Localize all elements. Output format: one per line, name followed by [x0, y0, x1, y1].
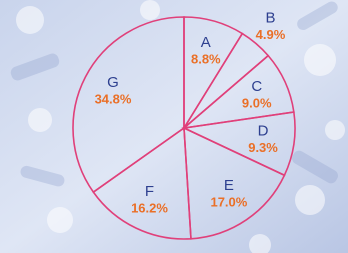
slice-label: 16.2% [131, 201, 168, 216]
slice-category: G [107, 74, 119, 91]
chart: A8.8% B4.9% C9.0% D9.3% E17.0% F16.2% G34.8% [0, 0, 348, 253]
slice-label: 17.0% [210, 195, 247, 210]
slice-category: F [145, 183, 154, 200]
slice-category: A [201, 34, 211, 51]
slice-label: 9.3% [248, 140, 278, 155]
slice-category: C [251, 78, 262, 95]
slice-label: 34.8% [95, 92, 132, 107]
slice-category: D [258, 123, 269, 140]
slice-label: 4.9% [256, 27, 286, 42]
slice-label: 9.0% [242, 95, 272, 110]
slice-category: B [265, 10, 275, 27]
slice-category: E [224, 177, 234, 194]
slice-label: 8.8% [191, 52, 221, 67]
